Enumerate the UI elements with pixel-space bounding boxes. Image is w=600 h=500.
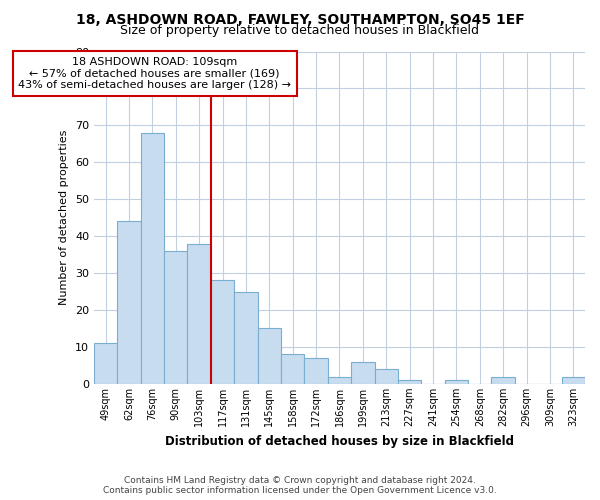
- Text: 18, ASHDOWN ROAD, FAWLEY, SOUTHAMPTON, SO45 1EF: 18, ASHDOWN ROAD, FAWLEY, SOUTHAMPTON, S…: [76, 12, 524, 26]
- Bar: [328, 376, 351, 384]
- Y-axis label: Number of detached properties: Number of detached properties: [59, 130, 70, 306]
- Bar: [562, 376, 585, 384]
- Bar: [140, 133, 164, 384]
- Bar: [491, 376, 515, 384]
- Bar: [351, 362, 374, 384]
- Bar: [398, 380, 421, 384]
- Bar: [234, 292, 257, 384]
- Text: Contains HM Land Registry data © Crown copyright and database right 2024.
Contai: Contains HM Land Registry data © Crown c…: [103, 476, 497, 495]
- Bar: [164, 251, 187, 384]
- Bar: [445, 380, 468, 384]
- X-axis label: Distribution of detached houses by size in Blackfield: Distribution of detached houses by size …: [165, 434, 514, 448]
- Bar: [118, 222, 140, 384]
- Bar: [257, 328, 281, 384]
- Bar: [281, 354, 304, 384]
- Text: Size of property relative to detached houses in Blackfield: Size of property relative to detached ho…: [121, 24, 479, 37]
- Bar: [94, 344, 118, 384]
- Bar: [304, 358, 328, 384]
- Text: 18 ASHDOWN ROAD: 109sqm
← 57% of detached houses are smaller (169)
43% of semi-d: 18 ASHDOWN ROAD: 109sqm ← 57% of detache…: [18, 57, 291, 90]
- Bar: [374, 369, 398, 384]
- Bar: [187, 244, 211, 384]
- Bar: [211, 280, 234, 384]
